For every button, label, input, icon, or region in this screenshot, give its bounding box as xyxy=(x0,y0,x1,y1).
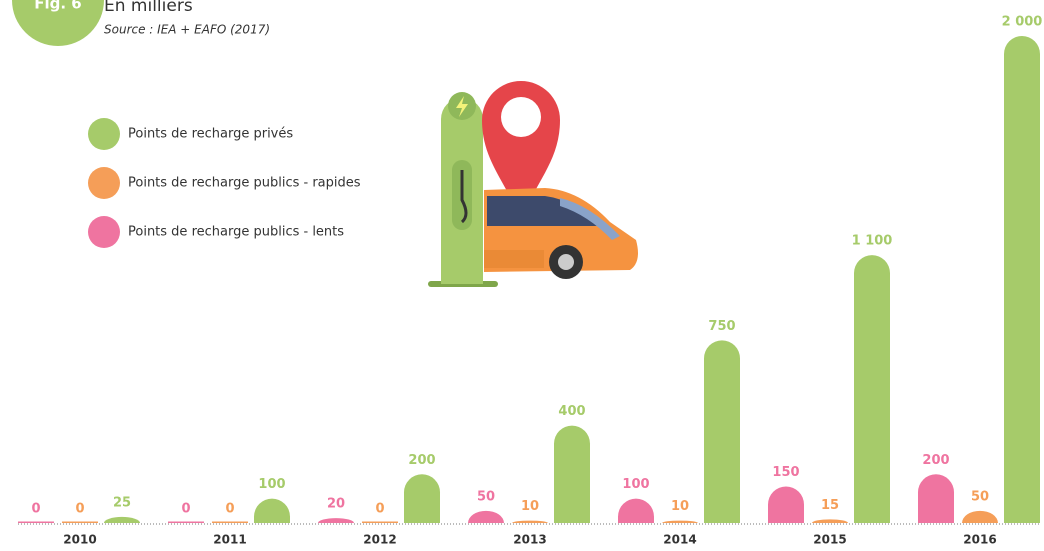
value-label: 25 xyxy=(113,495,131,510)
value-label: 200 xyxy=(408,453,435,468)
bar xyxy=(168,522,204,524)
x-tick-label: 2015 xyxy=(813,533,846,547)
chart-title: En milliers xyxy=(104,0,193,16)
value-label: 1 100 xyxy=(852,234,893,249)
bar xyxy=(554,426,590,523)
value-label: 10 xyxy=(671,499,689,514)
value-label: 0 xyxy=(181,502,190,517)
value-label: 0 xyxy=(31,502,40,517)
value-label: 400 xyxy=(558,404,585,419)
value-label: 0 xyxy=(375,502,384,517)
value-label: 100 xyxy=(622,477,649,492)
x-tick-label: 2011 xyxy=(213,533,246,547)
chart: Fig. 6 En milliers Source : IEA + EAFO (… xyxy=(0,0,1044,547)
bar xyxy=(962,511,998,523)
subtitle: Source : IEA + EAFO (2017) xyxy=(104,23,270,37)
value-label: 200 xyxy=(922,453,949,468)
bar xyxy=(18,522,54,524)
legend-swatch xyxy=(88,167,120,199)
bar xyxy=(618,499,654,523)
legend-label: Points de recharge publics - rapides xyxy=(128,176,361,191)
bar xyxy=(812,519,848,523)
value-label: 50 xyxy=(971,489,989,504)
legend-swatch xyxy=(88,216,120,248)
bar xyxy=(468,511,504,523)
x-tick-label: 2014 xyxy=(663,533,696,547)
x-tick-label: 2010 xyxy=(63,533,96,547)
value-label: 10 xyxy=(521,499,539,514)
value-label: 15 xyxy=(821,498,839,513)
value-label: 0 xyxy=(225,502,234,517)
bar xyxy=(512,521,548,523)
bar xyxy=(362,522,398,524)
bar xyxy=(104,517,140,523)
value-label: 50 xyxy=(477,489,495,504)
value-label: 750 xyxy=(708,319,735,334)
legend-label: Points de recharge publics - lents xyxy=(128,225,344,240)
bar xyxy=(662,521,698,523)
value-label: 2 000 xyxy=(1002,15,1043,30)
bar xyxy=(404,474,440,523)
x-tick-label: 2012 xyxy=(363,533,396,547)
x-tick-label: 2016 xyxy=(963,533,996,547)
bar xyxy=(62,522,98,524)
value-label: 150 xyxy=(772,465,799,480)
bar xyxy=(1004,36,1040,523)
bar xyxy=(768,486,804,523)
badge: Fig. 6 xyxy=(34,0,81,13)
value-label: 20 xyxy=(327,497,345,512)
value-label: 100 xyxy=(258,477,285,492)
illustration xyxy=(428,81,638,287)
bar xyxy=(318,518,354,523)
bar xyxy=(918,474,954,523)
bar xyxy=(704,340,740,523)
legend-label: Points de recharge privés xyxy=(128,127,293,142)
bar xyxy=(854,255,890,523)
value-label: 0 xyxy=(75,502,84,517)
legend-swatch xyxy=(88,118,120,150)
bar xyxy=(212,522,248,524)
x-tick-label: 2013 xyxy=(513,533,546,547)
bar xyxy=(254,499,290,523)
